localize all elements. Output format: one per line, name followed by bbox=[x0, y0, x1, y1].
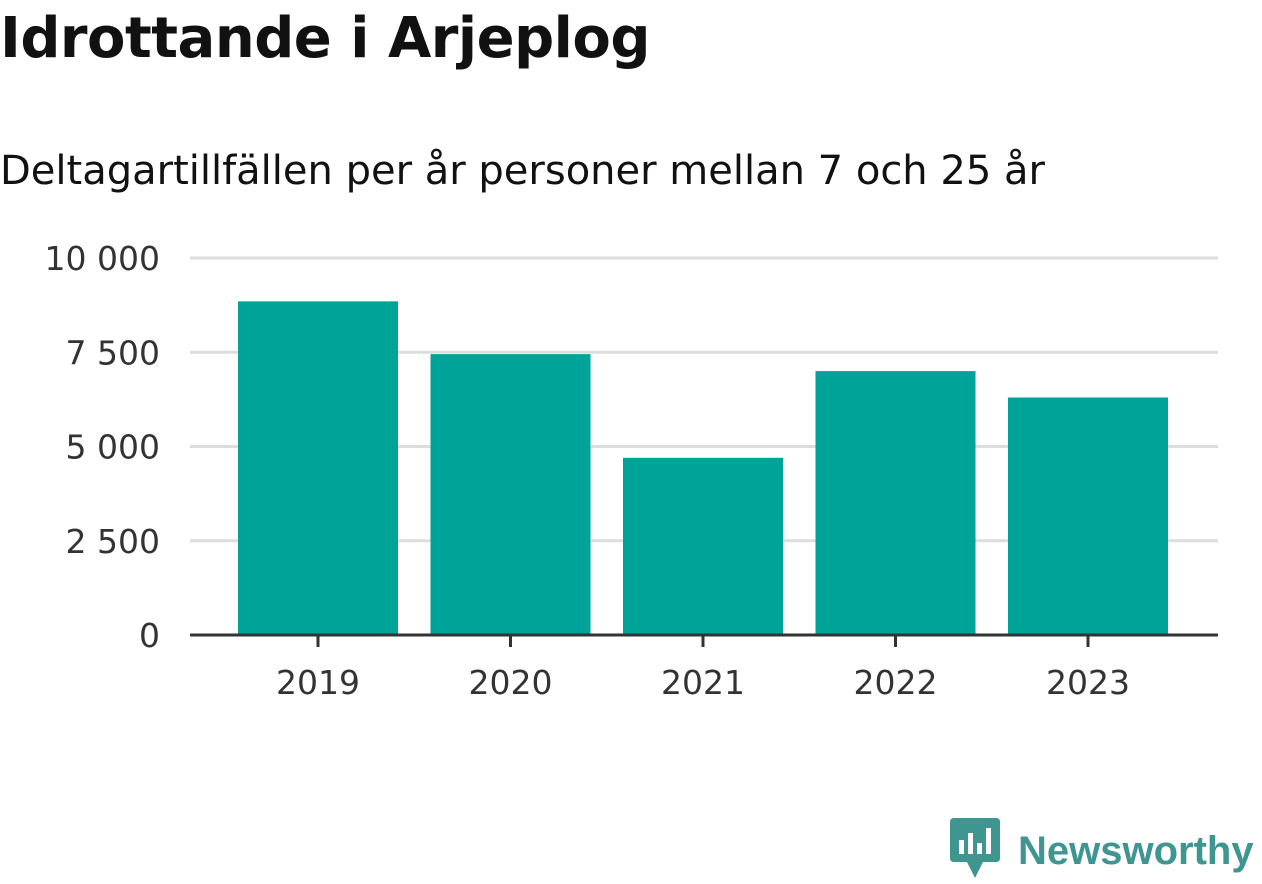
bar-2022 bbox=[815, 371, 976, 635]
brand-logo: Newsworthy bbox=[950, 818, 1254, 884]
y-tick-label: 2 500 bbox=[66, 522, 160, 561]
page-title: Idrottande i Arjeplog bbox=[0, 6, 650, 71]
x-tick-label: 2021 bbox=[661, 663, 745, 702]
x-tick-label: 2020 bbox=[469, 663, 553, 702]
brand-name: Newsworthy bbox=[1018, 828, 1254, 873]
bar-2023 bbox=[1008, 397, 1168, 635]
bar-2019 bbox=[238, 301, 398, 635]
bar-2021 bbox=[623, 457, 783, 635]
newsworthy-logo-icon bbox=[950, 818, 1000, 884]
y-tick-label: 10 000 bbox=[45, 239, 160, 278]
bar-2020 bbox=[430, 354, 591, 635]
x-tick-label: 2019 bbox=[276, 663, 360, 702]
page-subtitle: Deltagartillfällen per år personer mella… bbox=[0, 148, 1045, 194]
y-axis-ticks: 0 2 500 5 000 7 500 10 000 bbox=[45, 239, 160, 655]
y-tick-label: 0 bbox=[139, 616, 160, 655]
x-tick-label: 2023 bbox=[1046, 663, 1130, 702]
y-tick-label: 5 000 bbox=[66, 428, 160, 467]
bars bbox=[238, 301, 1168, 635]
x-axis-ticks: 2019 2020 2021 2022 2023 bbox=[276, 663, 1130, 702]
x-tick-label: 2022 bbox=[854, 663, 938, 702]
x-axis bbox=[190, 633, 1218, 647]
y-tick-label: 7 500 bbox=[66, 333, 160, 372]
